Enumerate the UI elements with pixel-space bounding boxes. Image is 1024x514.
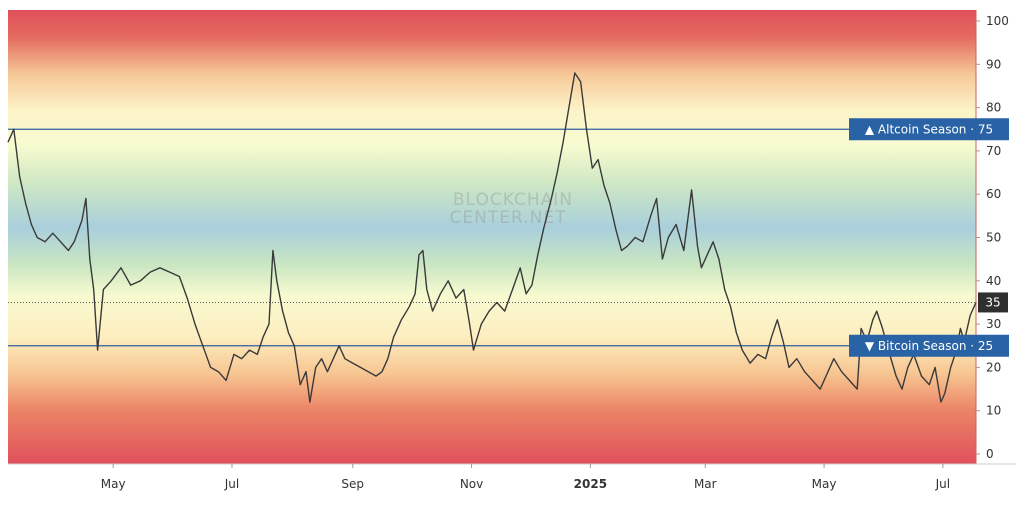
reference-badges: ▲ Altcoin Season · 75 ▼ Bitcoin Season · …: [849, 118, 1009, 357]
current-value-label: 35: [985, 295, 1000, 309]
y-tick-label: 60: [986, 187, 1001, 201]
x-tick-label: 2025: [574, 477, 607, 491]
altcoin-index-line: [7, 72, 977, 403]
y-tick-label: 20: [986, 360, 1001, 374]
x-axis-ticks: May Jul Sep Nov 2025 Mar May Jul: [101, 464, 950, 491]
y-tick-label: 70: [986, 144, 1001, 158]
y-tick-label: 50: [986, 231, 1001, 245]
x-tick-label: Sep: [341, 477, 364, 491]
x-tick-label: Nov: [460, 477, 483, 491]
y-axis-ticks: 0 10 20 30 40 50 60 70 80 90 100: [976, 14, 1009, 461]
y-tick-label: 90: [986, 57, 1001, 71]
x-tick-label: May: [101, 477, 126, 491]
season-badge: [849, 334, 1009, 357]
reference-lines: [8, 128, 976, 347]
season-badge-label: ▲ Altcoin Season · 75: [865, 122, 993, 136]
watermark-line-1: BLOCKCHAIN: [453, 190, 573, 210]
y-tick-label: 100: [986, 14, 1009, 28]
y-tick-label: 40: [986, 274, 1001, 288]
x-tick-label: May: [812, 477, 837, 491]
y-tick-label: 0: [986, 447, 994, 461]
series-group: [7, 72, 977, 403]
season-badge-label: ▼ Bitcoin Season · 25: [865, 339, 993, 353]
y-tick-label: 30: [986, 317, 1001, 331]
watermark-line-2: CENTER.NET: [450, 208, 567, 228]
y-tick-label: 10: [986, 404, 1001, 418]
plot-background: [8, 10, 976, 464]
y-tick-label: 80: [986, 101, 1001, 115]
season-badge: [849, 118, 1009, 141]
x-tick-label: Jul: [935, 477, 950, 491]
x-tick-label: Jul: [224, 477, 239, 491]
current-value-badge: [978, 292, 1008, 313]
x-tick-label: Mar: [694, 477, 717, 491]
